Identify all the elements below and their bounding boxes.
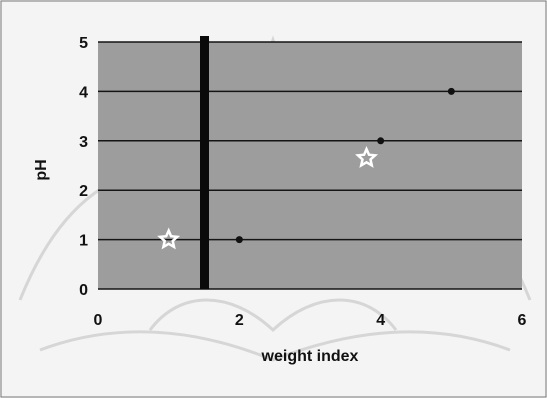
y-tick-label-5: 5 xyxy=(79,35,88,52)
y-tick-label-3: 3 xyxy=(79,134,88,151)
reference-line-group xyxy=(200,36,209,289)
point-dot-2 xyxy=(377,137,385,145)
point-star-1 xyxy=(157,227,181,250)
x-tick-label-6: 6 xyxy=(518,312,527,329)
point-star-2 xyxy=(355,145,379,168)
x-tick-label-0: 0 xyxy=(94,312,103,329)
y-tick-label-2: 2 xyxy=(79,183,88,200)
y-axis-title: pH xyxy=(33,159,50,180)
y-tick-labels: 0 1 2 3 4 5 xyxy=(79,35,88,299)
point-dot-3 xyxy=(447,87,455,95)
x-axis-title: weight index xyxy=(261,348,359,365)
y-tick-label-4: 4 xyxy=(79,84,88,101)
x-tick-labels: 0 2 4 6 xyxy=(94,312,527,329)
x-tick-label-2: 2 xyxy=(235,312,244,329)
y-tick-label-0: 0 xyxy=(79,282,88,299)
data-points xyxy=(157,87,455,250)
reference-line xyxy=(200,36,209,289)
point-dot-1 xyxy=(235,236,243,244)
x-tick-label-4: 4 xyxy=(376,312,385,329)
plot-area xyxy=(98,42,522,289)
y-tick-label-1: 1 xyxy=(79,233,88,250)
